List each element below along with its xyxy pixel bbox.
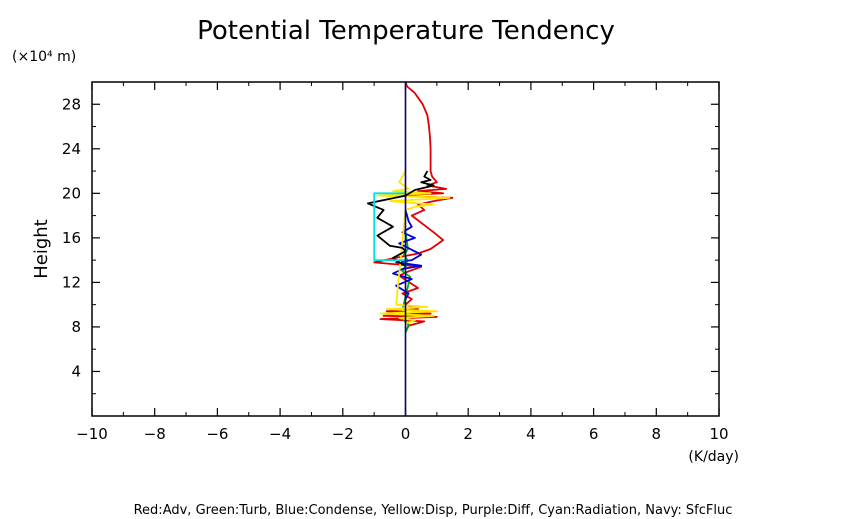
series-lines	[366, 81, 454, 416]
x-tick-label: 0	[401, 425, 411, 443]
y-tick-label: 28	[62, 95, 81, 113]
chart-title: Potential Temperature Tendency	[197, 16, 615, 46]
y-tick-label: 8	[71, 318, 81, 336]
legend-text: Red:Adv, Green:Turb, Blue:Condense, Yell…	[134, 503, 733, 518]
y-tick-label: 24	[62, 140, 81, 158]
y-tick-label: 20	[62, 184, 81, 202]
y-axis-label: Height	[31, 219, 52, 279]
x-axis-label: (K/day)	[688, 449, 739, 465]
x-tick-label: −6	[206, 425, 228, 443]
y-tick-label: 4	[71, 362, 81, 380]
x-tick-label: 10	[709, 425, 728, 443]
x-tick-label: 8	[652, 425, 662, 443]
series-line-adv	[373, 81, 454, 333]
x-tick-label: −2	[332, 425, 354, 443]
y-unit-label: (×10⁴ m)	[12, 49, 76, 65]
series-line-disp	[376, 170, 451, 325]
y-tick-label: 12	[62, 273, 81, 291]
x-tick-label: 4	[526, 425, 536, 443]
x-tick-label: −10	[76, 425, 108, 443]
series-line-condense	[392, 209, 423, 300]
x-tick-label: −4	[269, 425, 291, 443]
y-tick-label: 16	[62, 229, 81, 247]
x-tick-label: 2	[463, 425, 473, 443]
x-tick-label: 6	[589, 425, 599, 443]
x-tick-label: −8	[144, 425, 166, 443]
plot-frame	[91, 81, 720, 417]
series-line-black	[366, 170, 435, 267]
